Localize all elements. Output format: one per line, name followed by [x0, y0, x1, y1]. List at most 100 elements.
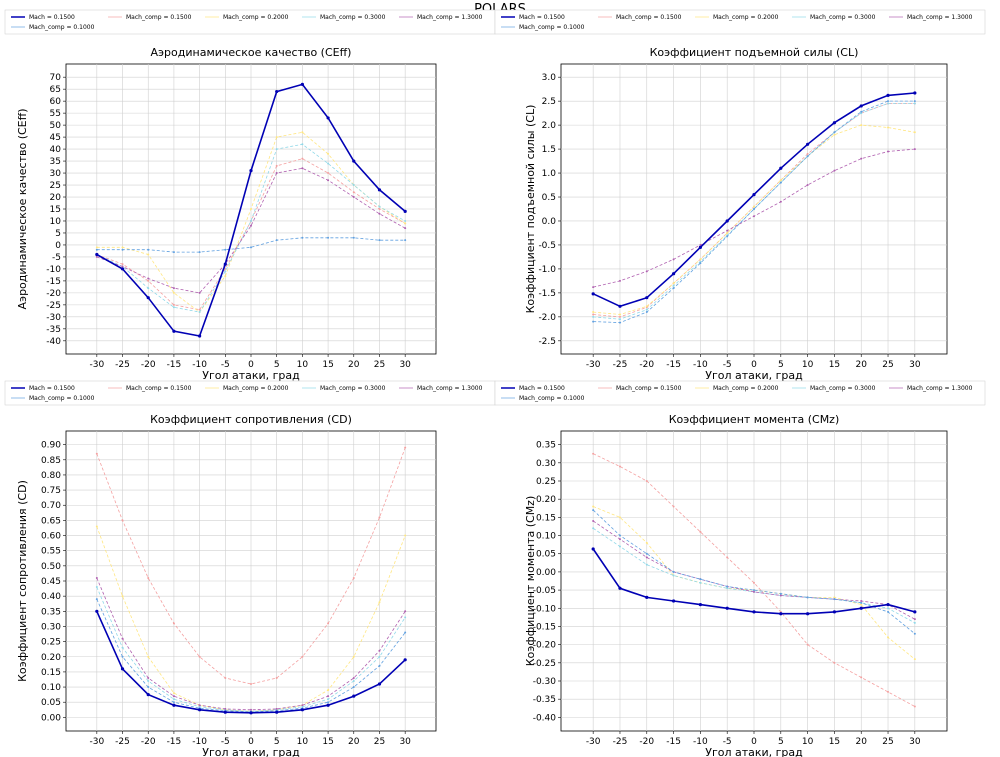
data-point	[860, 603, 863, 606]
y-tick-label: 0.25	[536, 477, 556, 487]
x-tick-label: -25	[115, 360, 130, 370]
data-point	[147, 253, 150, 256]
data-point	[833, 661, 836, 664]
data-point	[752, 193, 756, 197]
x-tick-label: -15	[167, 360, 182, 370]
data-point	[752, 610, 756, 614]
y-tick-label: 0.30	[536, 459, 556, 469]
data-point	[725, 219, 729, 223]
x-tick-label: 20	[855, 737, 867, 747]
chart-panel-1: Mach = 0.1500 Mach_comp = 0.1500 Mach_comp…	[4, 9, 496, 382]
x-tick-label: -20	[639, 737, 654, 747]
data-point	[672, 505, 675, 508]
data-point	[887, 102, 890, 105]
data-point	[352, 676, 355, 679]
data-point	[146, 296, 150, 300]
data-point	[592, 452, 595, 455]
legend-frame	[4, 380, 496, 406]
data-point	[592, 509, 595, 512]
legend-label: Mach_comp = 0.2000	[223, 385, 289, 392]
data-point	[224, 270, 227, 273]
y-tick-label: 25	[50, 181, 61, 191]
y-tick-label: -1.0	[538, 265, 556, 275]
data-point	[859, 104, 863, 108]
data-point	[618, 313, 621, 316]
data-point	[672, 574, 675, 577]
data-point	[618, 545, 621, 548]
data-point	[121, 265, 124, 268]
y-tick-label: 0.45	[41, 577, 61, 587]
x-tick-label: 15	[829, 360, 840, 370]
data-point	[250, 683, 252, 686]
legend-label: Mach_comp = 0.3000	[810, 385, 876, 392]
data-point	[913, 131, 916, 134]
data-point	[377, 188, 382, 192]
data-point	[645, 480, 648, 482]
data-point	[275, 136, 278, 139]
data-point	[887, 126, 890, 129]
y-tick-label: 0.05	[536, 550, 556, 560]
x-tick-label: -10	[693, 360, 708, 370]
data-point	[250, 208, 252, 210]
data-point	[250, 246, 252, 249]
data-point	[327, 236, 330, 239]
data-point	[671, 272, 676, 276]
x-tick-label: 10	[297, 360, 309, 370]
data-point	[404, 222, 407, 225]
legend-label: Mach_comp = 0.3000	[320, 14, 386, 21]
data-point	[913, 610, 917, 614]
data-point	[672, 570, 675, 573]
data-point	[147, 680, 150, 682]
data-point	[913, 621, 916, 624]
y-tick-label: -2.0	[538, 313, 556, 323]
data-point	[301, 236, 304, 239]
data-point	[860, 124, 863, 127]
data-point	[300, 82, 304, 86]
data-point	[275, 676, 278, 679]
y-tick-label: 0.00	[41, 713, 61, 723]
y-tick-label: 0.30	[41, 622, 61, 632]
y-tick-label: -35	[46, 325, 61, 335]
data-point	[753, 581, 755, 584]
x-tick-label: -10	[192, 360, 207, 370]
y-tick-label: 0.10	[536, 532, 556, 542]
data-point	[672, 287, 675, 290]
data-point	[352, 694, 356, 698]
data-point	[224, 707, 227, 710]
data-point	[645, 541, 648, 544]
data-point	[198, 308, 201, 311]
data-point	[120, 667, 125, 671]
data-point	[887, 690, 890, 693]
y-tick-label: 0.05	[41, 698, 61, 708]
data-point	[275, 148, 278, 151]
y-tick-label: 2.0	[542, 121, 557, 131]
data-point	[404, 219, 407, 222]
data-point	[120, 267, 125, 271]
x-tick-label: -25	[613, 360, 628, 370]
x-tick-label: 25	[882, 737, 893, 747]
data-point	[121, 248, 124, 251]
data-point	[352, 191, 355, 194]
x-tick-label: -5	[221, 360, 230, 370]
x-tick-label: 15	[322, 360, 333, 370]
y-tick-label: 0.40	[41, 592, 61, 602]
data-point	[275, 164, 278, 167]
data-point	[726, 235, 729, 238]
y-tick-label: 0	[55, 241, 61, 251]
data-point	[198, 705, 201, 708]
y-tick-label: -0.5	[538, 241, 556, 251]
data-point	[592, 527, 595, 530]
x-tick-label: 5	[778, 737, 784, 747]
data-point	[645, 311, 648, 314]
data-point	[327, 701, 330, 704]
data-point	[121, 637, 124, 640]
data-point	[326, 116, 330, 120]
data-point	[352, 686, 355, 689]
legend: Mach = 0.1500 Mach_comp = 0.1500 Mach_comp…	[494, 380, 986, 406]
chart-title: Коэффициент сопротивления (CD)	[150, 413, 352, 426]
data-point	[275, 707, 278, 710]
data-point	[301, 705, 304, 708]
legend-label: Mach_comp = 0.2000	[713, 385, 779, 392]
data-point	[95, 255, 98, 258]
y-tick-label: -10	[46, 265, 61, 275]
